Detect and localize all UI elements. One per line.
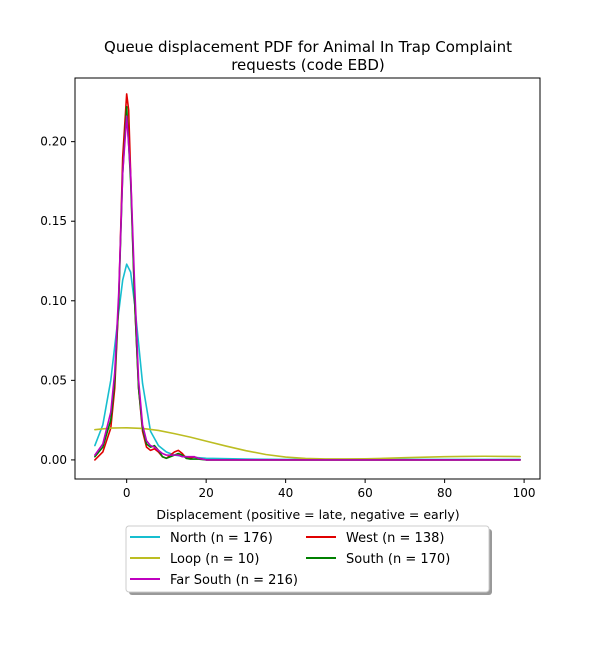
x-axis: 0 20 40 60 80 100 <box>123 479 536 500</box>
legend-label-4: Far South (n = 216) <box>170 573 298 588</box>
chart-title-line-2: requests (code EBD) <box>231 56 385 74</box>
series-line-1 <box>94 93 521 461</box>
y-tick-label: 0.15 <box>40 214 67 228</box>
series-lines <box>94 93 521 461</box>
legend-label-1: West (n = 138) <box>346 531 444 546</box>
x-tick-label: 20 <box>199 486 214 500</box>
x-tick-label: 0 <box>123 486 131 500</box>
x-tick-label: 100 <box>513 486 536 500</box>
y-tick-label: 0.20 <box>40 135 67 149</box>
y-tick-label: 0.05 <box>40 373 67 387</box>
series-line-2 <box>94 426 521 460</box>
legend: North (n = 176) West (n = 138) Loop (n = 1… <box>125 525 492 595</box>
chart-title-line-1: Queue displacement PDF for Animal In Tra… <box>104 38 512 56</box>
series-line-4 <box>94 115 521 461</box>
y-tick-label: 0.00 <box>40 453 67 467</box>
series-line-3 <box>94 105 521 461</box>
plot-frame <box>74 77 541 480</box>
legend-label-0: North (n = 176) <box>170 531 273 546</box>
x-tick-label: 80 <box>437 486 452 500</box>
y-tick-label: 0.10 <box>40 294 67 308</box>
legend-label-2: Loop (n = 10) <box>170 552 259 567</box>
x-tick-label: 60 <box>357 486 372 500</box>
x-tick-label: 40 <box>278 486 293 500</box>
legend-label-3: South (n = 170) <box>346 552 450 567</box>
y-axis: 0.00 0.05 0.10 0.15 0.20 <box>40 135 75 467</box>
x-axis-label: Displacement (positive = late, negative … <box>156 507 459 522</box>
